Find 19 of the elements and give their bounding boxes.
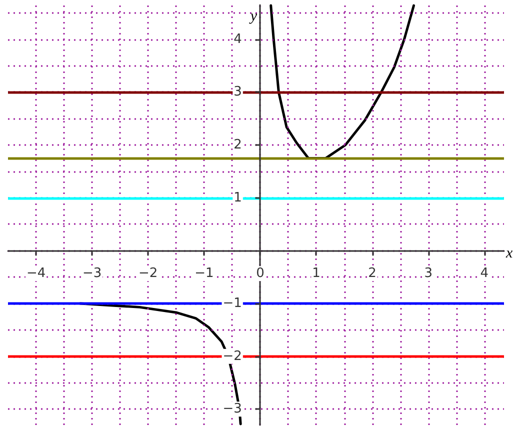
y-tick-label: 1 (234, 190, 242, 206)
y-tick-label: 3 (234, 84, 242, 100)
x-tick-label: −2 (138, 266, 158, 282)
x-tick-label: −4 (26, 266, 46, 282)
y-tick-label: −3 (222, 402, 242, 417)
x-tick-label: −1 (194, 266, 214, 282)
line-series (270, 4, 416, 160)
x-tick-label: −3 (82, 266, 102, 282)
x-tick-label: 1 (312, 266, 320, 282)
x-tick-label: 4 (480, 266, 489, 282)
y-tick-label: 4 (234, 32, 242, 47)
y-axis-title: y (248, 8, 258, 24)
y-tick-label: −1 (222, 296, 242, 311)
y-tick-label: −2 (222, 348, 242, 364)
y-tick-label: 2 (234, 138, 242, 152)
x-axis-title: x (505, 246, 513, 262)
x-tick-label: 0 (256, 266, 264, 282)
x-tick-label: 2 (368, 266, 376, 282)
x-tick-label: 3 (424, 266, 432, 282)
